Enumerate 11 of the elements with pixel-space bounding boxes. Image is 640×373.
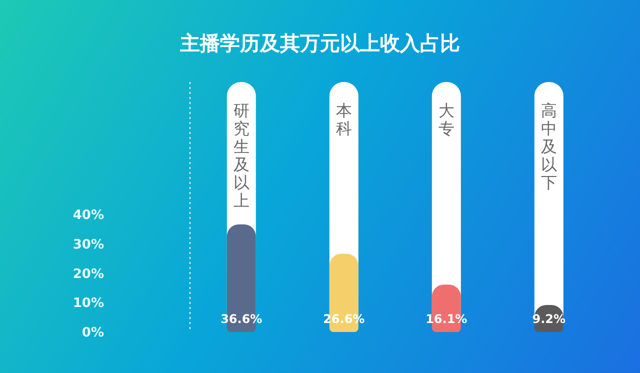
y-tick-label: 0%: [82, 326, 104, 341]
y-tick-label: 30%: [72, 237, 104, 252]
chart-title: 主播学历及其万元以上收入占比: [179, 30, 461, 57]
x-tick-label: 研究生及以上: [233, 101, 250, 210]
y-tick-label: 40%: [72, 208, 104, 223]
y-tick-label: 10%: [72, 296, 104, 312]
y-tick-label: 20%: [72, 266, 104, 282]
x-tick-label: 高中及以下: [540, 101, 557, 192]
x-tick-label: 本科: [336, 101, 352, 138]
x-tick-label: 大专: [438, 101, 454, 138]
data-label: 36.6%: [220, 312, 262, 326]
